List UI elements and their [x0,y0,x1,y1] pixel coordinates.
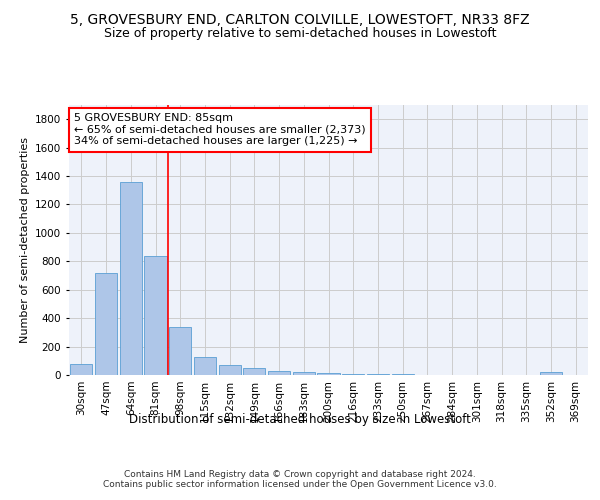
Bar [540,372,562,375]
Bar [317,373,340,375]
Text: Size of property relative to semi-detached houses in Lowestoft: Size of property relative to semi-detach… [104,28,496,40]
Y-axis label: Number of semi-detached properties: Number of semi-detached properties [20,137,29,343]
Bar [293,372,315,375]
Bar [194,356,216,375]
Bar [367,374,389,375]
Bar [218,365,241,375]
Text: Contains HM Land Registry data © Crown copyright and database right 2024.
Contai: Contains HM Land Registry data © Crown c… [103,470,497,490]
Text: 5 GROVESBURY END: 85sqm
← 65% of semi-detached houses are smaller (2,373)
34% of: 5 GROVESBURY END: 85sqm ← 65% of semi-de… [74,113,366,146]
Bar [145,256,167,375]
Bar [119,182,142,375]
Text: Distribution of semi-detached houses by size in Lowestoft: Distribution of semi-detached houses by … [129,412,471,426]
Bar [268,370,290,375]
Text: 5, GROVESBURY END, CARLTON COLVILLE, LOWESTOFT, NR33 8FZ: 5, GROVESBURY END, CARLTON COLVILLE, LOW… [70,12,530,26]
Bar [95,272,117,375]
Bar [342,374,364,375]
Bar [392,374,414,375]
Bar [243,368,265,375]
Bar [70,364,92,375]
Bar [169,328,191,375]
